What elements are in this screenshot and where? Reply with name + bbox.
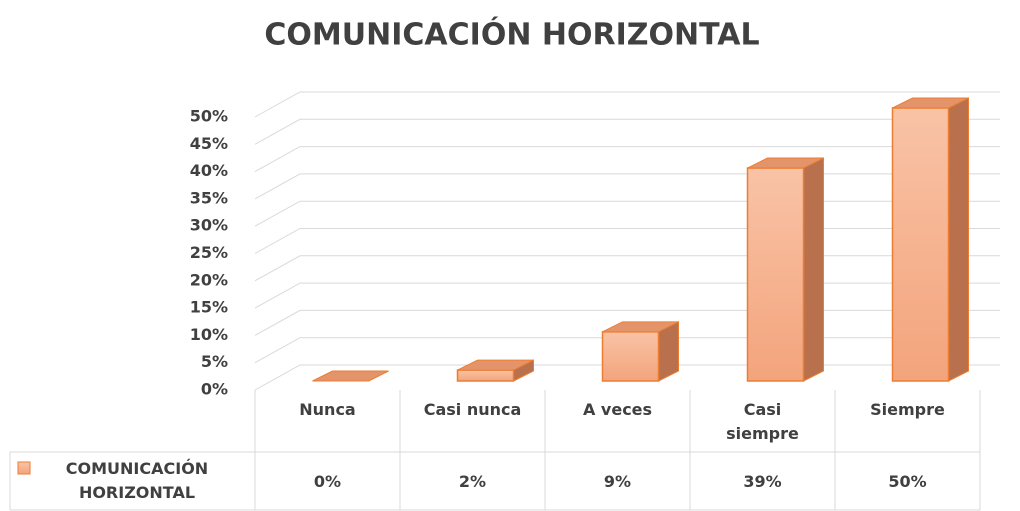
- value-label: 39%: [743, 472, 782, 491]
- y-tick-label: 25%: [190, 243, 228, 262]
- grid-line: [254, 173, 1000, 200]
- value-label: 0%: [313, 472, 342, 491]
- grid-line: [254, 200, 1000, 227]
- bar-top: [457, 359, 534, 371]
- y-tick-label: 15%: [190, 298, 228, 317]
- bar: [601, 331, 660, 382]
- y-tick-label: 5%: [201, 352, 228, 371]
- x-tick-label: Nunca: [299, 400, 356, 419]
- chart-title: COMUNICACIÓN HORIZONTAL: [264, 16, 759, 53]
- y-tick-label: 35%: [190, 188, 228, 207]
- bar: [456, 369, 515, 382]
- value-label: 2%: [458, 472, 487, 491]
- grid-line: [254, 118, 1000, 145]
- legend-label: COMUNICACIÓN HORIZONTAL: [65, 459, 209, 502]
- y-tick-label: 0%: [201, 380, 228, 399]
- x-tick-label: Casi nunca: [423, 400, 522, 419]
- grid-line: [254, 91, 1000, 118]
- bar-side: [803, 157, 824, 382]
- y-tick-label: 45%: [190, 134, 228, 153]
- grid-line: [254, 228, 1000, 254]
- bar-top: [892, 97, 969, 109]
- value-label: 50%: [888, 472, 927, 491]
- x-tick-label: Siempre: [870, 400, 945, 419]
- x-tick-label: Casi siempre: [726, 400, 799, 443]
- y-tick-label: 20%: [190, 270, 228, 289]
- bar: [891, 107, 950, 382]
- y-tick-label: 40%: [190, 161, 228, 180]
- bar-top: [747, 157, 824, 169]
- bar: [746, 167, 805, 382]
- y-tick-label: 10%: [190, 325, 228, 344]
- x-tick-label: A veces: [582, 400, 653, 419]
- legend-swatch: [17, 461, 31, 475]
- bar-top: [312, 370, 389, 382]
- grid-line: [254, 282, 1000, 309]
- grid-line: [254, 146, 1000, 173]
- grid-line: [254, 255, 1000, 282]
- value-label: 9%: [603, 472, 632, 491]
- bar-top: [602, 321, 679, 333]
- y-tick-label: 30%: [190, 216, 228, 235]
- y-tick-label: 50%: [190, 107, 228, 126]
- bar-side: [948, 97, 969, 382]
